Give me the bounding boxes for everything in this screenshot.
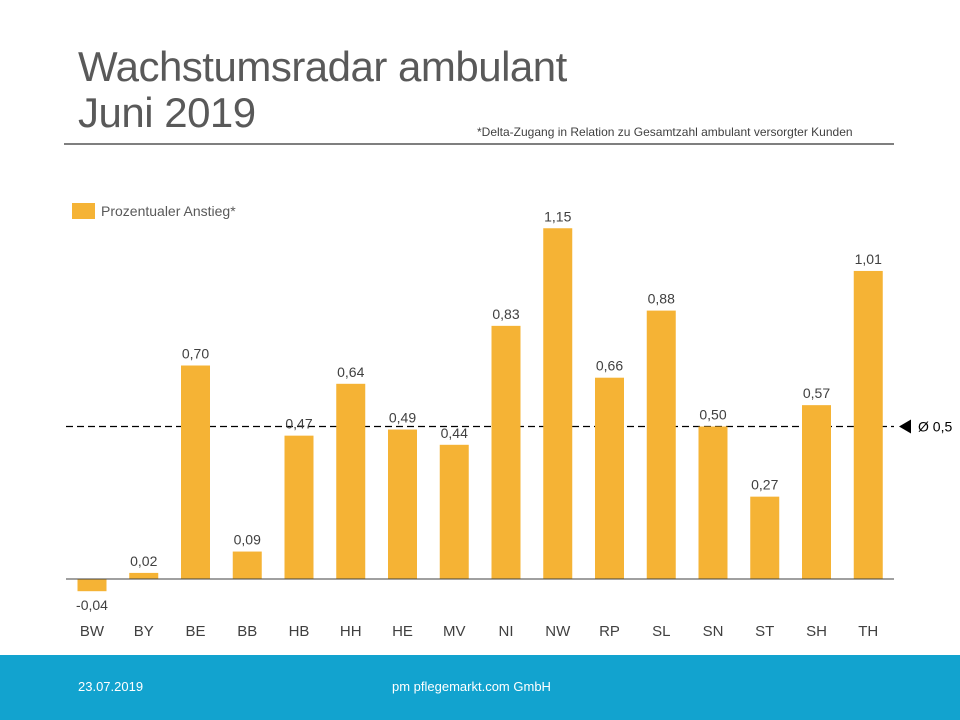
bar-he: [388, 429, 417, 579]
bar-mv: [439, 444, 469, 579]
data-label-hh: 0,64: [337, 364, 364, 380]
average-label: Ø 0,5: [918, 419, 952, 435]
data-label-th: 1,01: [855, 251, 882, 267]
bar-sn: [698, 426, 728, 579]
bar-sl: [646, 310, 676, 579]
tick-label-th: TH: [858, 623, 878, 640]
bar-bb: [232, 551, 262, 579]
tick-label-ni: NI: [499, 623, 514, 640]
average-marker-icon: [899, 419, 911, 434]
footer-company: pm pflegemarkt.com GmbH: [392, 679, 551, 694]
bar-chart: -0,04 0,02 0,70 0,09 0,47 0,64 0,49 0,44 0,83 1,1…: [66, 208, 952, 640]
data-label-ni: 0,83: [492, 306, 519, 322]
bar-hb: [284, 435, 314, 579]
tick-label-sh: SH: [806, 623, 827, 640]
tick-label-be: BE: [185, 623, 205, 640]
data-label-bb: 0,09: [234, 532, 261, 548]
tick-label-by: BY: [134, 623, 154, 640]
bar-nw: [543, 228, 573, 579]
data-label-rp: 0,66: [596, 358, 623, 374]
footnote: *Delta-Zugang in Relation zu Gesamtzahl …: [477, 125, 853, 139]
title-line-2: Juni 2019: [78, 89, 256, 136]
data-label-by: 0,02: [130, 553, 157, 569]
tick-label-he: HE: [392, 623, 413, 640]
title-divider: [64, 143, 894, 145]
tick-label-bb: BB: [237, 623, 257, 640]
page-title: Wachstumsradar ambulant Juni 2019: [78, 44, 567, 136]
data-label-bw: -0,04: [76, 597, 108, 613]
bar-th: [853, 270, 883, 579]
tick-label-sl: SL: [652, 623, 670, 640]
tick-label-st: ST: [755, 623, 774, 640]
tick-label-nw: NW: [545, 623, 571, 640]
data-label-nw: 1,15: [544, 208, 571, 224]
data-label-be: 0,70: [182, 346, 209, 362]
tick-label-sn: SN: [703, 623, 724, 640]
bar-by: [129, 572, 159, 579]
data-label-st: 0,27: [751, 477, 778, 493]
bar-rp: [595, 377, 624, 579]
data-label-he: 0,49: [389, 410, 416, 426]
bar-st: [750, 496, 780, 579]
tick-label-hb: HB: [289, 623, 310, 640]
title-line-1: Wachstumsradar ambulant: [78, 43, 567, 90]
tick-label-bw: BW: [80, 623, 105, 640]
bar-bw: [77, 579, 107, 592]
bar-be: [181, 365, 210, 579]
data-label-hb: 0,47: [285, 416, 312, 432]
data-label-mv: 0,44: [441, 425, 468, 441]
tick-label-rp: RP: [599, 623, 620, 640]
legend-swatch: [72, 203, 95, 219]
bar-sh: [802, 405, 831, 579]
legend-label: Prozentualer Anstieg*: [101, 203, 236, 219]
tick-label-hh: HH: [340, 623, 362, 640]
footer-date: 23.07.2019: [78, 679, 144, 694]
tick-label-mv: MV: [443, 623, 466, 640]
data-label-sh: 0,57: [803, 385, 830, 401]
bar-ni: [491, 325, 521, 579]
footer-bar: 23.07.2019 pm pflegemarkt.com GmbH: [0, 655, 960, 720]
data-label-sl: 0,88: [648, 291, 675, 307]
data-label-sn: 0,50: [699, 407, 726, 423]
bar-hh: [336, 383, 366, 579]
chart-legend: Prozentualer Anstieg*: [72, 203, 236, 219]
